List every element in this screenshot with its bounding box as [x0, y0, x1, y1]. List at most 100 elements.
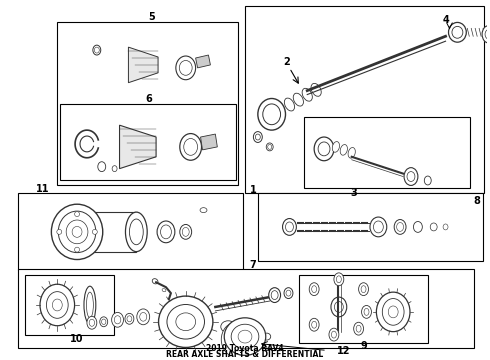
- Ellipse shape: [424, 176, 431, 185]
- Ellipse shape: [314, 137, 334, 161]
- Ellipse shape: [161, 225, 171, 239]
- Text: 11: 11: [36, 184, 49, 194]
- Ellipse shape: [221, 321, 236, 333]
- Ellipse shape: [140, 312, 147, 321]
- Ellipse shape: [286, 290, 291, 296]
- Text: 9: 9: [360, 342, 367, 351]
- Ellipse shape: [388, 306, 398, 318]
- Ellipse shape: [359, 283, 368, 296]
- Ellipse shape: [293, 93, 303, 106]
- Ellipse shape: [100, 317, 108, 327]
- Text: 5: 5: [148, 13, 154, 22]
- Ellipse shape: [284, 98, 294, 111]
- Ellipse shape: [312, 286, 317, 293]
- Circle shape: [57, 229, 62, 234]
- Ellipse shape: [312, 321, 317, 328]
- Ellipse shape: [268, 144, 271, 149]
- Ellipse shape: [176, 313, 196, 330]
- Ellipse shape: [356, 325, 361, 332]
- Ellipse shape: [376, 292, 410, 332]
- Ellipse shape: [302, 88, 312, 101]
- Bar: [299, 275, 428, 342]
- Ellipse shape: [51, 204, 103, 260]
- Ellipse shape: [250, 329, 262, 338]
- Text: 4: 4: [442, 15, 449, 26]
- Text: 12: 12: [337, 346, 350, 356]
- Ellipse shape: [271, 291, 278, 300]
- Ellipse shape: [311, 84, 321, 96]
- Ellipse shape: [309, 318, 319, 331]
- Ellipse shape: [84, 286, 96, 324]
- Bar: [304, 117, 470, 188]
- Ellipse shape: [340, 145, 347, 155]
- Ellipse shape: [221, 322, 251, 357]
- Ellipse shape: [286, 222, 294, 232]
- Ellipse shape: [162, 289, 166, 292]
- Ellipse shape: [452, 26, 463, 38]
- Ellipse shape: [255, 134, 260, 140]
- Ellipse shape: [263, 104, 281, 125]
- Ellipse shape: [127, 316, 132, 322]
- Ellipse shape: [93, 45, 101, 55]
- Ellipse shape: [58, 211, 96, 253]
- Ellipse shape: [179, 60, 192, 75]
- Text: 6: 6: [146, 94, 152, 104]
- Ellipse shape: [152, 279, 158, 284]
- Ellipse shape: [159, 296, 213, 347]
- Ellipse shape: [283, 219, 296, 235]
- Ellipse shape: [224, 318, 266, 355]
- Ellipse shape: [200, 208, 207, 213]
- Circle shape: [93, 229, 98, 234]
- Ellipse shape: [482, 26, 490, 43]
- Ellipse shape: [238, 327, 248, 334]
- Ellipse shape: [485, 30, 490, 39]
- Ellipse shape: [238, 330, 252, 343]
- Ellipse shape: [95, 47, 99, 53]
- Ellipse shape: [72, 226, 82, 237]
- Ellipse shape: [331, 331, 336, 338]
- Ellipse shape: [112, 312, 123, 327]
- Ellipse shape: [414, 221, 422, 232]
- Ellipse shape: [373, 221, 383, 233]
- Ellipse shape: [231, 324, 259, 349]
- Ellipse shape: [362, 306, 371, 318]
- Text: 10: 10: [70, 334, 84, 343]
- Ellipse shape: [252, 341, 257, 348]
- Ellipse shape: [167, 305, 204, 339]
- Ellipse shape: [87, 316, 97, 329]
- Bar: [245, 6, 484, 193]
- Ellipse shape: [331, 297, 347, 317]
- Text: 8: 8: [474, 196, 481, 206]
- Ellipse shape: [334, 302, 343, 312]
- Polygon shape: [120, 125, 156, 168]
- Ellipse shape: [318, 142, 330, 156]
- Ellipse shape: [184, 139, 197, 155]
- Ellipse shape: [443, 224, 448, 230]
- Ellipse shape: [407, 172, 415, 181]
- Ellipse shape: [157, 221, 175, 243]
- Ellipse shape: [266, 143, 273, 151]
- Polygon shape: [128, 47, 158, 83]
- Bar: [92, 212, 136, 252]
- Ellipse shape: [182, 228, 189, 236]
- Bar: [18, 193, 243, 270]
- Bar: [24, 275, 114, 334]
- Ellipse shape: [125, 212, 147, 252]
- Ellipse shape: [334, 273, 344, 286]
- Ellipse shape: [332, 141, 340, 152]
- Ellipse shape: [253, 132, 262, 143]
- Ellipse shape: [137, 309, 149, 325]
- Ellipse shape: [129, 219, 143, 245]
- Ellipse shape: [336, 276, 342, 283]
- Text: 2019 Toyota RAV4: 2019 Toyota RAV4: [206, 344, 284, 353]
- Ellipse shape: [180, 134, 201, 160]
- Ellipse shape: [40, 284, 74, 326]
- Ellipse shape: [284, 288, 293, 298]
- Ellipse shape: [86, 292, 94, 318]
- Text: 3: 3: [350, 188, 357, 198]
- Text: 1: 1: [249, 185, 256, 195]
- Ellipse shape: [370, 217, 387, 237]
- Polygon shape: [200, 134, 218, 150]
- Polygon shape: [196, 55, 210, 68]
- Bar: [57, 22, 238, 185]
